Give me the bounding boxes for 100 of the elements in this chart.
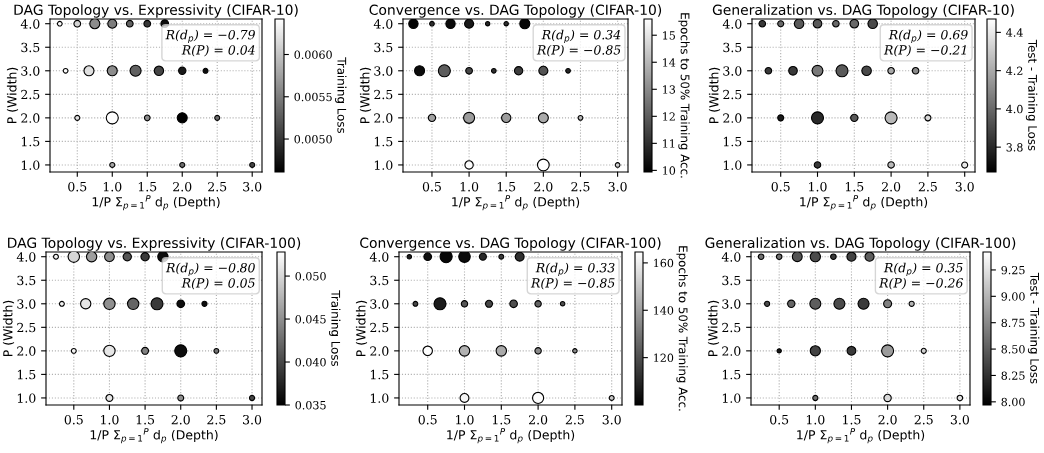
x-tick-label: 1.0: [103, 181, 122, 192]
x-tick-label: 0.5: [770, 414, 789, 425]
y-tick-label: 1.5: [17, 369, 36, 380]
y-tick-label: 2.0: [21, 113, 40, 123]
color-bar-title: Test - Training Loss: [1027, 272, 1040, 384]
x-tick-label: 1.0: [456, 414, 474, 425]
y-tick-label: 1.0: [374, 160, 393, 170]
annotation: R(P) = 0.05: [181, 277, 255, 290]
x-axis-title: 1/P Σ$_{p=1}$$^{P}$ d$_{p}$ (Depth): [452, 195, 580, 211]
x-tick-label: 1.5: [845, 181, 864, 192]
color-bar-title: Test - Training Loss: [1025, 39, 1038, 151]
x-axis-title: 1/P Σ$_{p=1}$$^{P}$ d$_{p}$ (Depth): [797, 428, 925, 444]
x-tick-label: 3.0: [950, 414, 969, 425]
y-tick-label: 3.5: [21, 42, 40, 53]
chart-title: DAG Topology vs. Expressivity (CIFAR-100): [8, 237, 301, 251]
y-tick-label: 3.0: [21, 66, 40, 76]
annotation: R(d$_{p}$) = −0.80: [165, 262, 255, 277]
y-tick-label: 2.0: [722, 346, 741, 356]
annotation: R(P) = −0.21: [883, 44, 966, 57]
annotation: R(P) = −0.26: [878, 277, 964, 290]
x-tick-label: 1.0: [460, 181, 479, 192]
x-tick-label: 2.5: [918, 181, 937, 192]
chart-title: DAG Topology vs. Expressivity (CIFAR-10): [14, 4, 298, 18]
y-tick-label: 1.0: [723, 160, 742, 170]
y-tick-label: 3.0: [722, 299, 741, 309]
x-axis-title: 1/P Σ$_{p=1}$$^{P}$ d$_{p}$ (Depth): [800, 195, 928, 211]
y-tick-label: 3.5: [374, 42, 393, 53]
color-bar-label: 0.045: [295, 315, 326, 324]
y-tick-label: 2.0: [723, 113, 742, 123]
color-bar-label: 0.035: [295, 400, 326, 410]
y-tick-label: 1.0: [17, 393, 36, 403]
color-bar-label: 0.0050: [294, 135, 332, 144]
y-tick-label: 3.5: [723, 42, 742, 53]
x-tick-label: 1.5: [843, 414, 861, 425]
y-tick-label: 1.5: [370, 369, 389, 380]
y-tick-label: 1.5: [723, 136, 742, 147]
color-bar-label: 160: [654, 258, 674, 268]
chart-title: Generalization vs. DAG Topology (CIFAR-100): [705, 237, 1016, 251]
y-tick-label: 2.0: [370, 346, 389, 356]
x-tick-label: 2.5: [914, 414, 933, 425]
x-tick-label: 3.0: [602, 414, 621, 425]
y-tick-label: 4.0: [722, 19, 742, 29]
y-tick-label: 4.0: [369, 252, 389, 262]
x-tick-label: 2.5: [565, 414, 584, 425]
x-tick-label: 1.5: [138, 181, 157, 192]
x-tick-label: 0.5: [68, 181, 87, 192]
chart-title: Convergence vs. DAG Topology (CIFAR-100): [360, 237, 661, 251]
annotation: R(d$_{p}$) = 0.69: [888, 29, 968, 44]
x-tick-label: 1.5: [492, 414, 511, 425]
x-tick-label: 2.0: [171, 414, 190, 425]
y-tick-label: 4.0: [20, 19, 40, 29]
x-tick-label: 1.0: [809, 181, 827, 192]
x-axis-title: 1/P Σ$_{p=1}$$^{P}$ d$_{p}$ (Depth): [92, 195, 220, 211]
color-bar-label: 0.0055: [294, 92, 332, 102]
color-bar-label: 14: [663, 58, 676, 67]
annotation: R(d$_{p}$) = 0.34: [541, 29, 621, 44]
y-axis-title: P (Width): [707, 300, 720, 357]
x-tick-label: 1.0: [806, 414, 825, 425]
annotation: R(P) = 0.04: [181, 44, 255, 57]
x-tick-label: 1.5: [497, 181, 516, 192]
annotation: R(P) = −0.85: [530, 277, 615, 290]
y-tick-label: 4.0: [373, 19, 393, 29]
y-tick-label: 1.0: [722, 393, 741, 403]
x-tick-label: 3.0: [243, 181, 262, 192]
x-tick-label: 0.5: [418, 414, 437, 425]
y-tick-label: 4.0: [16, 252, 36, 262]
y-tick-label: 3.0: [374, 66, 393, 76]
chart-title: Convergence vs. DAG Topology (CIFAR-10): [369, 4, 662, 18]
annotation: R(d$_{p}$) = −0.79: [165, 29, 255, 44]
annotation: R(d$_{p}$) = 0.33: [535, 262, 615, 277]
color-bar-label: 15: [663, 31, 675, 40]
x-tick-label: 3.0: [955, 181, 974, 192]
y-axis-title: P (Width): [6, 67, 19, 124]
y-tick-label: 3.5: [722, 275, 741, 286]
color-bar-label: 8.00: [1001, 397, 1025, 407]
y-tick-label: 1.0: [370, 393, 389, 403]
x-tick-label: 1.0: [101, 414, 119, 425]
color-bar-title: Training Loss: [335, 57, 347, 134]
color-bar-label: 8.50: [1001, 345, 1025, 354]
color-bar-label: 140: [654, 306, 674, 315]
y-tick-label: 2.5: [374, 89, 393, 100]
y-axis-title: P (Width): [359, 67, 372, 124]
color-bar-label: 3.8: [1006, 143, 1023, 152]
color-bar-label: 8.25: [1001, 371, 1025, 380]
y-tick-label: 4.0: [721, 252, 741, 262]
chart-title: Generalization vs. DAG Topology (CIFAR-10): [712, 4, 1014, 18]
color-bar-label: 11: [663, 139, 675, 148]
y-tick-label: 1.5: [21, 136, 40, 147]
color-bar-label: 10: [663, 166, 676, 175]
y-tick-label: 2.5: [17, 322, 36, 333]
x-tick-label: 0.5: [422, 181, 441, 192]
y-axis-title: P (Width): [708, 67, 721, 124]
color-bar-label: 9.25: [1001, 265, 1025, 275]
y-tick-label: 2.5: [723, 89, 742, 100]
color-bar-label: 9.00: [1001, 292, 1025, 301]
annotation: R(P) = −0.85: [536, 44, 621, 57]
color-bar-title: Training Loss: [328, 290, 341, 367]
annotation: R(d$_{p}$) = 0.35: [883, 262, 963, 277]
y-tick-label: 2.5: [21, 89, 40, 100]
color-bar-label: 4.2: [1006, 66, 1023, 76]
